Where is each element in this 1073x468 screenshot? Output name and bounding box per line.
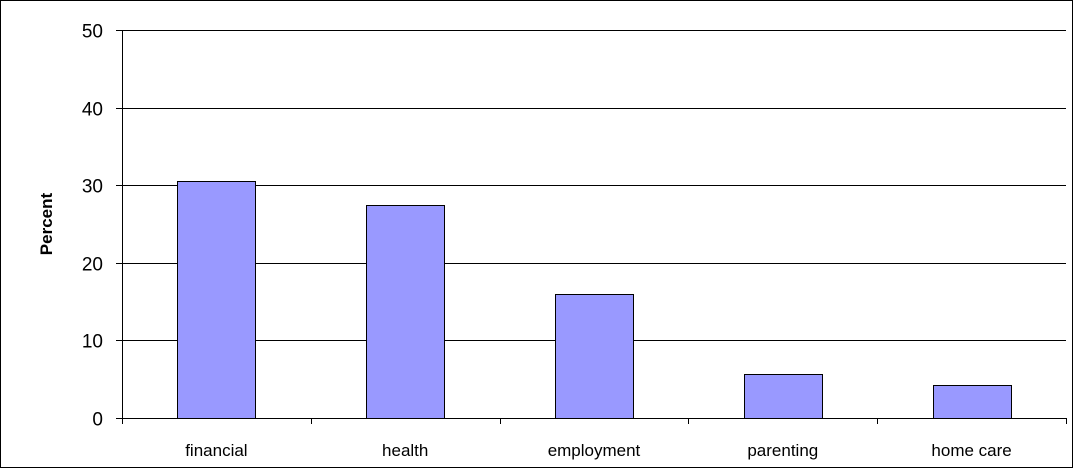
y-tick-labels: 0 10 20 30 40 50: [82, 22, 103, 431]
bar-parenting: [744, 374, 823, 419]
bar-health: [366, 205, 445, 419]
bar-employment: [555, 294, 634, 419]
y-axis-title: Percent: [37, 192, 56, 255]
bars: [177, 181, 1012, 419]
axes: [116, 30, 1067, 424]
x-tick-label: health: [382, 441, 428, 460]
y-tick-label: 40: [82, 100, 103, 121]
x-tick-label: home care: [931, 441, 1011, 460]
y-tick-label: 50: [82, 22, 103, 43]
y-tick-label: 20: [82, 255, 103, 276]
x-tick-label: financial: [185, 441, 247, 460]
gridlines: [122, 30, 1066, 341]
y-tick-label: 30: [82, 177, 103, 198]
y-tick-label: 10: [82, 332, 103, 353]
bar-home-care: [933, 385, 1012, 419]
y-tick-label: 0: [92, 410, 103, 431]
bar-financial: [177, 181, 256, 419]
x-tick-label: employment: [548, 441, 641, 460]
x-tick-label: parenting: [747, 441, 818, 460]
x-tick-labels: financial health employment parenting home c…: [185, 441, 1012, 460]
